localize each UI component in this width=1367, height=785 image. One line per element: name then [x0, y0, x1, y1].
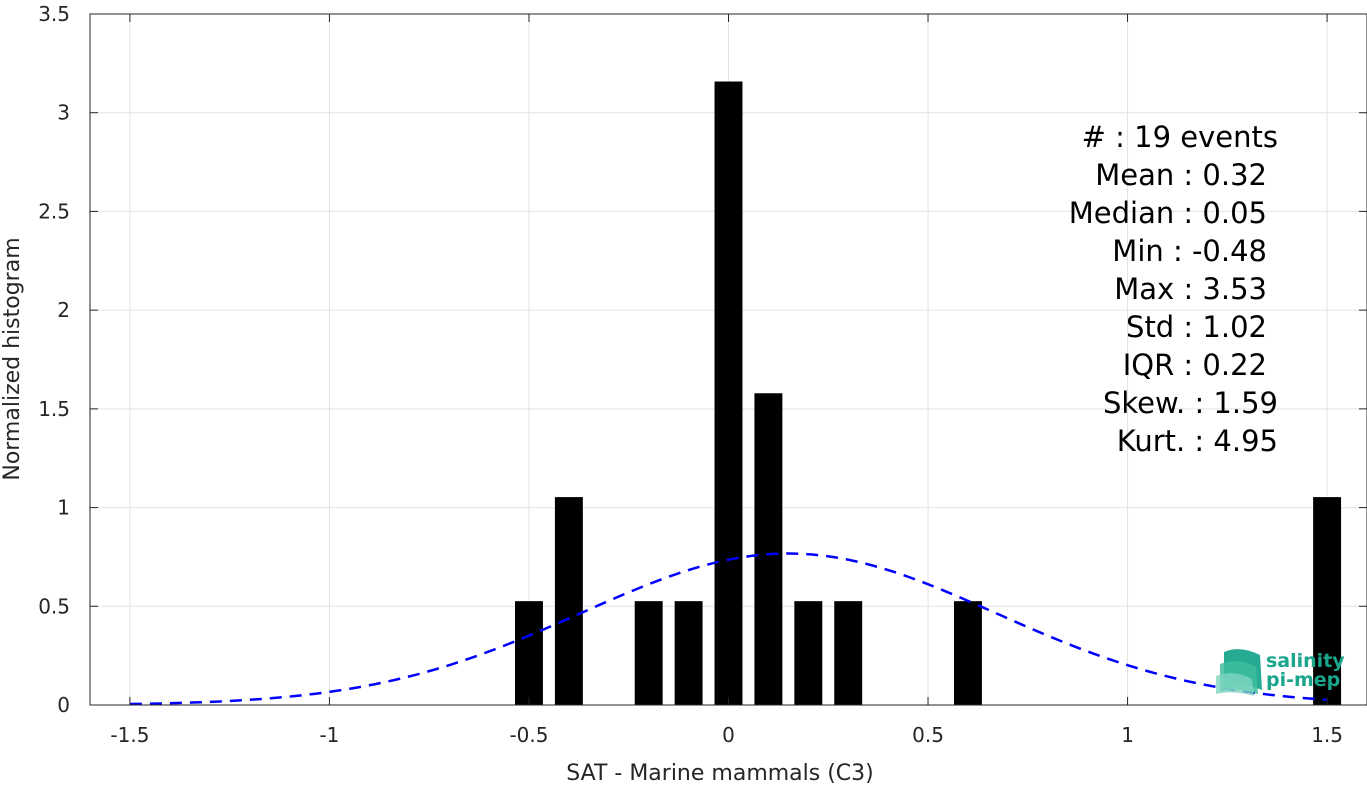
stat-median: Median : 0.05	[1069, 196, 1267, 230]
logo-wave-icon	[1216, 649, 1262, 696]
x-tick-label: -1	[319, 723, 339, 747]
histogram-bar	[554, 497, 583, 705]
histogram-bar	[714, 81, 743, 705]
stat-max: Max : 3.53	[1114, 272, 1267, 306]
x-axis-title: SAT - Marine mammals (C3)	[566, 761, 874, 785]
stats-box: # : 19 events Mean : 0.32 Median : 0.05 …	[1069, 120, 1278, 458]
logo-text-pimep: pi-mep	[1266, 669, 1340, 691]
x-tick-label: 0	[722, 723, 735, 747]
histogram-bar	[1313, 497, 1342, 705]
stat-min: Min : -0.48	[1112, 234, 1267, 268]
x-tick-label: 1	[1121, 723, 1134, 747]
stat-skew: Skew. : 1.59	[1103, 386, 1278, 420]
x-tick-labels: -1.5 -1 -0.5 0 0.5 1 1.5	[110, 723, 1343, 747]
histogram-bar	[953, 601, 982, 705]
y-tick-label: 2.5	[38, 199, 70, 223]
x-tick-label: -0.5	[509, 723, 548, 747]
histogram-bar	[674, 601, 703, 705]
histogram-bars	[515, 81, 1342, 705]
normal-fit-curve	[129, 552, 1328, 706]
stat-std: Std : 1.02	[1126, 310, 1267, 344]
histogram-bar	[515, 601, 543, 705]
y-tick-label: 1	[57, 496, 70, 520]
logo-text-salinity: salinity	[1266, 650, 1345, 672]
stat-mean: Mean : 0.32	[1095, 158, 1267, 192]
histogram-bar	[834, 601, 863, 705]
histogram-bar	[754, 393, 783, 705]
stat-kurt: Kurt. : 4.95	[1117, 424, 1278, 458]
y-tick-label: 0	[57, 693, 70, 717]
histogram-bar	[634, 601, 663, 705]
x-tick-label: 0.5	[912, 723, 944, 747]
y-axis-title: Normalized histogram	[0, 237, 25, 480]
axis-ticks	[90, 13, 1367, 706]
x-tick-label: 1.5	[1311, 723, 1343, 747]
stat-iqr: IQR : 0.22	[1123, 348, 1267, 382]
x-tick-label: -1.5	[110, 723, 149, 747]
y-tick-label: 0.5	[38, 594, 70, 618]
salinity-pimep-logo: salinity pi-mep	[1216, 649, 1345, 696]
y-tick-label: 2	[57, 298, 70, 322]
y-tick-label: 1.5	[38, 397, 70, 421]
histogram-bar	[794, 601, 823, 705]
y-tick-label: 3.5	[38, 2, 70, 26]
y-tick-label: 3	[57, 101, 70, 125]
y-tick-labels: 0 0.5 1 1.5 2 2.5 3 3.5	[38, 2, 70, 717]
stat-count: # : 19 events	[1082, 120, 1278, 154]
